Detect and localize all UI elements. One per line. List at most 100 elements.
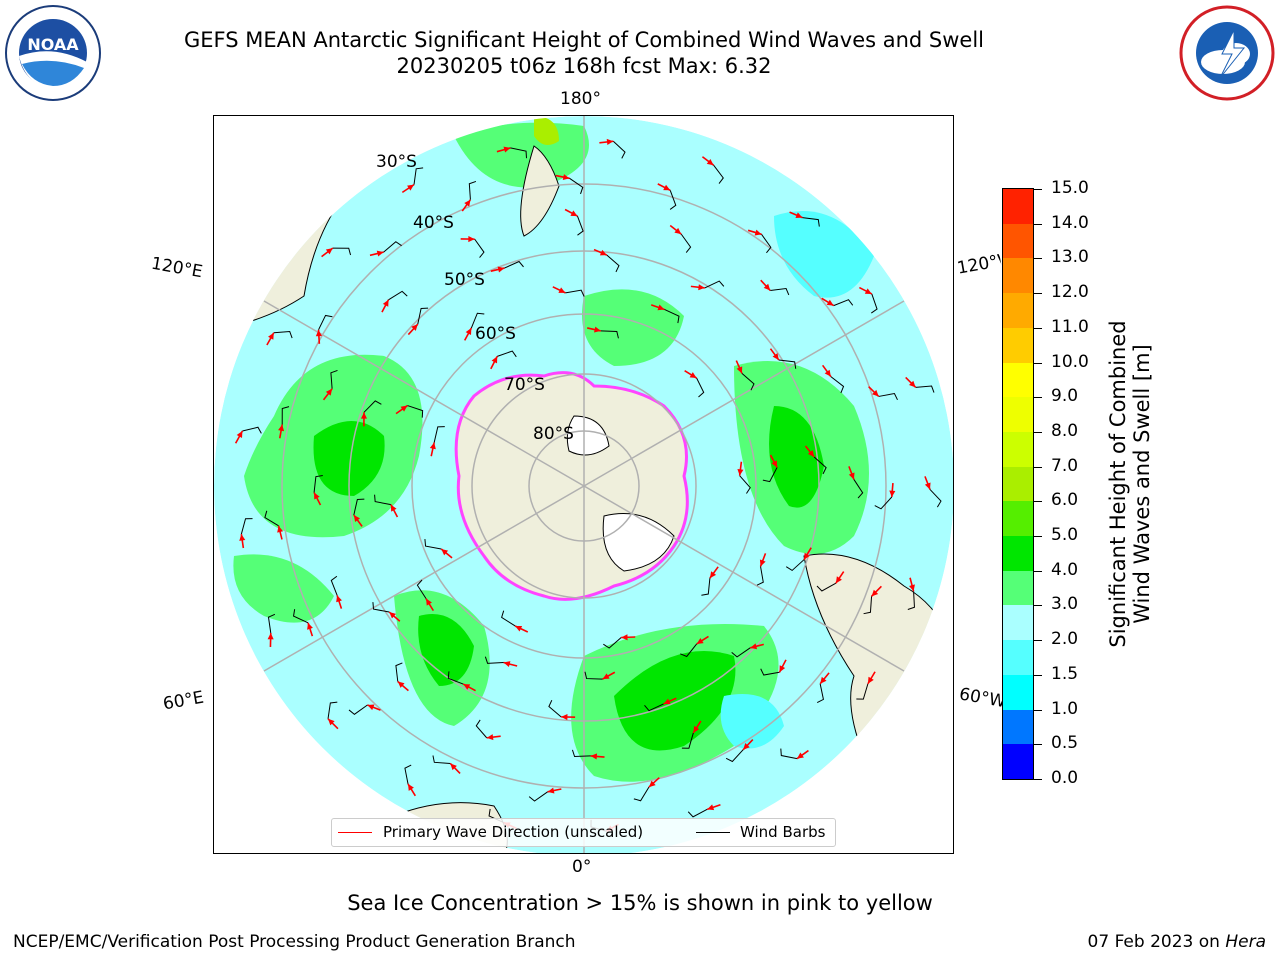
wave-arrow-head — [737, 469, 744, 476]
wave-arrow-head — [648, 780, 656, 788]
colorbar-segment — [1003, 223, 1033, 259]
colorbar-segment — [1003, 188, 1033, 224]
wind-barb — [600, 330, 619, 339]
colorbar-segment — [1003, 431, 1033, 467]
wind-barb — [240, 518, 253, 535]
wind-barb — [856, 683, 869, 700]
lon-label-left-upper: 120°E — [149, 253, 205, 283]
wind-barb — [474, 238, 485, 258]
colorbar-tick-label: 14.0 — [1051, 212, 1089, 233]
wave-arrow-head — [367, 704, 375, 711]
lat-label-80s: 80°S — [533, 424, 574, 444]
wave-arrow-head — [693, 725, 700, 733]
wind-barb — [731, 647, 751, 658]
wind-barb — [416, 579, 427, 599]
wave-arrow-head — [779, 665, 786, 673]
wave-arrow-head — [807, 450, 815, 457]
wind-barb — [576, 215, 584, 236]
wave-arrow-head — [706, 158, 714, 166]
wind-barb — [330, 369, 338, 389]
wave-arrow-head — [515, 625, 523, 632]
wind-barb — [571, 749, 591, 758]
colorbar-tick — [1034, 327, 1042, 329]
wind-barb — [725, 749, 744, 763]
lon-label-left-lower: 60°E — [161, 687, 206, 715]
wave-arrow-head — [450, 763, 457, 771]
wind-barb — [548, 699, 562, 718]
wave-arrow-head — [325, 388, 333, 396]
lon-label-right-upper: 120°W — [955, 251, 1003, 279]
run-date-text: 07 Feb 2023 on — [1087, 932, 1226, 952]
colorbar-segment — [1003, 743, 1033, 779]
wind-barb — [273, 330, 293, 339]
colorbar-segment — [1003, 292, 1033, 328]
wave-arrow-head — [277, 525, 284, 533]
wave-arrow-head — [486, 734, 494, 741]
wave-arrow-head — [674, 227, 682, 235]
colorbar-tick-label: 11.0 — [1051, 316, 1089, 337]
wave-arrow-head — [590, 753, 598, 760]
wind-barb — [603, 637, 622, 649]
wave-arrow-head — [407, 184, 415, 191]
wind-barb — [915, 385, 935, 393]
wind-barb — [363, 400, 382, 413]
wave-arrow-head — [698, 284, 705, 291]
colorbar-segment — [1003, 674, 1033, 710]
wind-barb — [878, 392, 898, 401]
colorbar-segment — [1003, 327, 1033, 363]
wave-arrow-head — [389, 612, 396, 619]
wind-barb — [669, 190, 677, 210]
wave-arrow-head — [497, 266, 505, 273]
wave-arrow-head — [441, 548, 449, 556]
wave-arrow-head — [353, 515, 361, 522]
chart-subtitle: 20230205 t06z 168h fcst Max: 6.32 — [396, 54, 772, 78]
wind-barb — [383, 241, 402, 253]
wind-barb — [863, 596, 873, 615]
colorbar-tick — [1034, 258, 1042, 260]
wave-arrow-head — [803, 552, 810, 560]
colorbar-segment — [1003, 709, 1033, 745]
wave-arrow-head — [465, 328, 472, 336]
wave-arrow-head — [491, 356, 498, 364]
wave-arrow-head — [835, 576, 842, 584]
colorbar-label-line2: Wind Waves and Swell [m] — [1130, 344, 1154, 624]
wind-barb — [330, 575, 338, 596]
wave-arrow-head — [429, 442, 436, 450]
wind-barb — [756, 566, 764, 586]
wave-arrow-head — [314, 492, 320, 500]
colorbar-tick-label: 10.0 — [1051, 351, 1089, 372]
wind-barb — [475, 719, 488, 739]
wave-arrow-head — [376, 250, 384, 257]
wave-arrow-head — [239, 534, 246, 541]
wind-barb — [501, 610, 516, 627]
colorbar-tick — [1034, 466, 1042, 468]
wind-barb — [424, 539, 442, 550]
legend-swatch-wave — [338, 832, 372, 833]
wind-barb — [353, 498, 365, 516]
host-name: Hera — [1225, 932, 1266, 952]
wave-arrow-head — [390, 504, 397, 512]
wave-arrow-head — [503, 146, 511, 153]
wind-barb — [313, 475, 323, 493]
wave-arrow-head — [872, 389, 879, 397]
wave-arrow-head — [663, 698, 671, 705]
wind-barb — [696, 377, 705, 398]
wind-barb — [318, 314, 333, 331]
wind-barb — [929, 489, 942, 508]
wind-barb — [374, 494, 391, 506]
wind-barb — [267, 613, 276, 634]
colorbar-tick — [1034, 431, 1042, 433]
colorbar-tick-label: 3.0 — [1051, 594, 1079, 615]
wind-barb — [470, 312, 485, 329]
chart-title: GEFS MEAN Antarctic Significant Height o… — [183, 28, 985, 52]
wind-barb — [713, 164, 724, 184]
wind-barb — [833, 299, 854, 307]
wind-barb — [504, 260, 524, 269]
colorbar-tick — [1034, 223, 1042, 225]
wind-barb — [874, 496, 893, 510]
wave-arrow-head — [754, 229, 762, 236]
wind-barb — [348, 704, 368, 715]
wave-arrow-head — [663, 184, 671, 191]
wind-barb — [770, 287, 790, 296]
wind-barb — [681, 732, 694, 749]
